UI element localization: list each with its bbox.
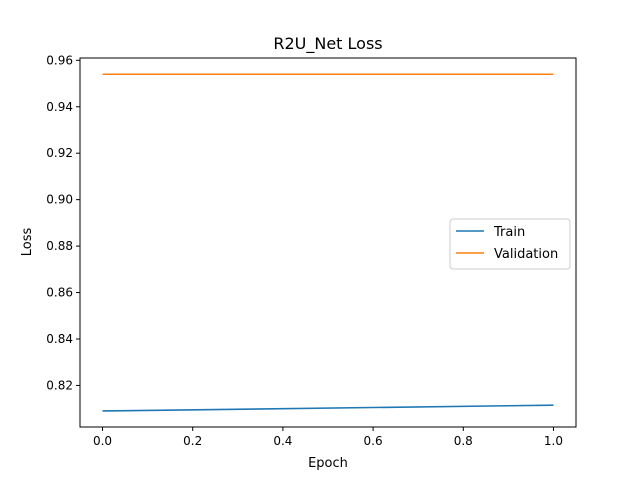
y-tick-label: 0.90 xyxy=(46,193,73,207)
chart-title: R2U_Net Loss xyxy=(273,34,382,54)
x-tick-label: 1.0 xyxy=(544,434,563,448)
y-tick-label: 0.96 xyxy=(46,53,73,67)
x-axis-label: Epoch xyxy=(308,456,348,471)
y-axis-label: Loss xyxy=(20,228,35,257)
x-axis: 0.0 0.2 0.4 0.6 0.8 1.0 xyxy=(93,427,563,448)
legend-label: Train xyxy=(493,225,525,240)
y-axis: 0.82 0.84 0.86 0.88 0.90 0.92 0.94 0.96 xyxy=(46,53,80,392)
series-line-train xyxy=(102,404,554,412)
legend-label: Validation xyxy=(494,247,558,262)
y-tick-label: 0.86 xyxy=(46,286,73,300)
plot-frame xyxy=(79,57,577,428)
y-tick-label: 0.94 xyxy=(46,100,73,114)
x-tick-label: 0.0 xyxy=(93,434,112,448)
y-tick-label: 0.82 xyxy=(46,378,73,392)
y-tick-label: 0.88 xyxy=(46,239,73,253)
y-tick-label: 0.92 xyxy=(46,146,73,160)
x-tick-label: 0.6 xyxy=(364,434,383,448)
x-tick-label: 0.2 xyxy=(183,434,202,448)
x-tick-label: 0.4 xyxy=(273,434,292,448)
legend: Train Validation xyxy=(449,218,571,270)
y-tick-label: 0.84 xyxy=(46,332,73,346)
plot-area xyxy=(102,73,554,412)
x-tick-label: 0.8 xyxy=(454,434,473,448)
